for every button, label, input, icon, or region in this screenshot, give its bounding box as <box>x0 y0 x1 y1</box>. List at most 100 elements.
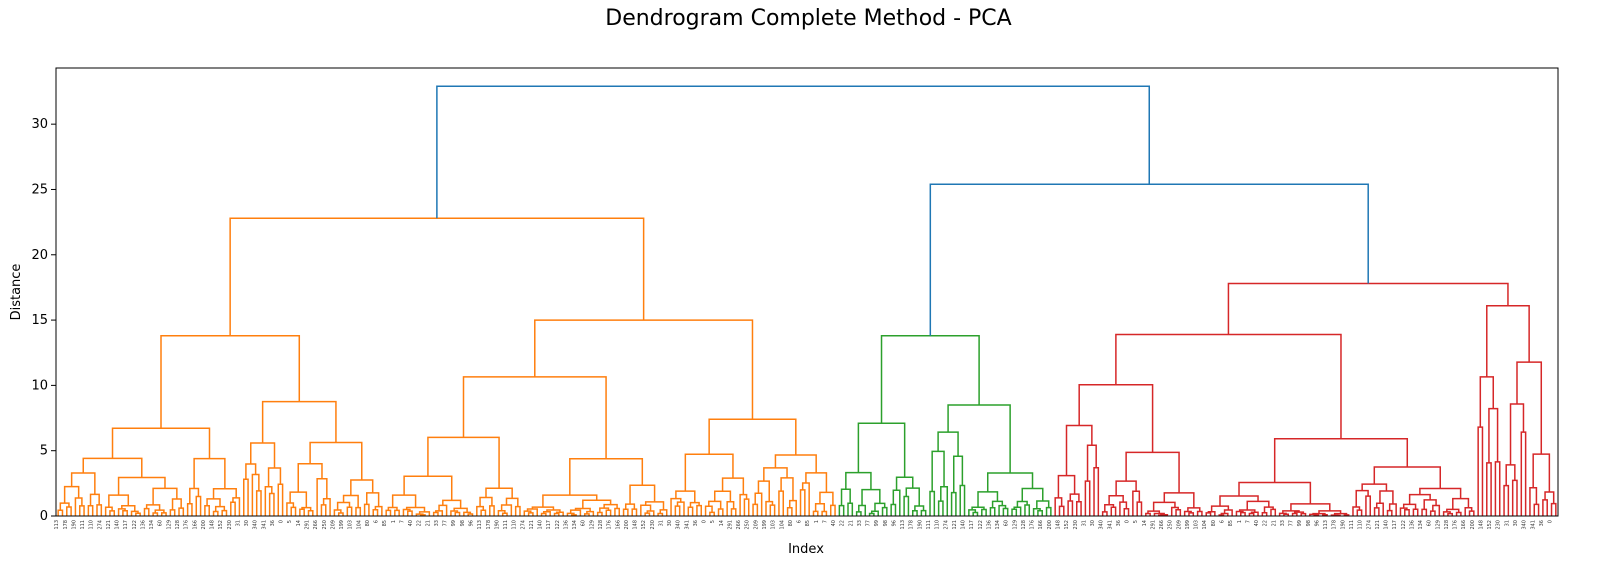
leaf-label-286: 77 <box>1289 520 1295 526</box>
dendrogram-link-345 <box>929 183 1369 336</box>
dendrogram-link-234 <box>1057 474 1076 498</box>
dendrogram-link-12 <box>122 509 128 516</box>
leaf-label-12: 121 <box>106 520 112 530</box>
dendrogram-link-191 <box>890 503 897 516</box>
dendrogram-link-308 <box>1412 508 1419 516</box>
dendrogram-link-237 <box>1086 444 1097 482</box>
leaf-label-94: 98 <box>460 520 466 526</box>
leaf-label-206: 274 <box>943 520 949 530</box>
leaf-label-266: 104 <box>1202 520 1208 530</box>
dendrogram-link-26 <box>152 487 178 505</box>
leaf-label-284: 33 <box>1280 520 1286 526</box>
leaf-label-190: 99 <box>874 520 880 526</box>
dendrogram-link-38 <box>232 497 241 516</box>
dendrogram-link-70 <box>366 492 380 507</box>
leaf-label-338: 30 <box>1513 520 1519 526</box>
leaf-label-216: 136 <box>986 520 992 530</box>
dendrogram-link-156 <box>721 477 745 495</box>
dendrogram-link-268 <box>1210 505 1230 512</box>
dendrogram-link-167 <box>763 467 788 482</box>
dendrogram-link-166 <box>780 477 794 501</box>
leaf-label-18: 122 <box>132 520 138 530</box>
dendrogram-link-279 <box>1283 513 1289 516</box>
dendrogram-link-318 <box>1446 508 1460 513</box>
leaf-label-282: 21 <box>1271 520 1277 526</box>
dendrogram-link-8 <box>89 493 100 506</box>
dendrogram-link-331 <box>1503 484 1510 516</box>
dendrogram-link-0 <box>57 509 64 516</box>
dendrogram-link-311 <box>1429 510 1436 516</box>
dendrogram-link-96 <box>476 505 485 516</box>
leaf-label-204: 110 <box>935 520 941 530</box>
dendrogram-link-236 <box>1093 466 1100 516</box>
dendrogram-link-247 <box>1115 480 1137 496</box>
dendrogram-link-94 <box>403 475 453 501</box>
leaf-label-260: 209 <box>1176 520 1182 530</box>
dendrogram-link-150 <box>708 500 722 510</box>
dendrogram-link-248 <box>1145 512 1151 516</box>
dendrogram-link-48 <box>277 483 284 516</box>
leaf-label-152: 5 <box>710 520 716 523</box>
dendrogram-link-39 <box>212 487 237 499</box>
dendrogram-link-114 <box>531 506 555 511</box>
dendrogram-link-328 <box>1494 461 1501 516</box>
dendrogram-link-111 <box>553 512 560 516</box>
dendrogram-link-58 <box>322 497 331 516</box>
dendrogram-link-24 <box>178 507 185 516</box>
dendrogram-link-240 <box>1110 506 1117 516</box>
dendrogram-link-181 <box>847 502 854 516</box>
dendrogram-link-139 <box>462 376 607 459</box>
leaf-label-180: 40 <box>831 520 837 526</box>
leaf-label-90: 77 <box>443 520 449 526</box>
dendrogram-link-184 <box>858 504 867 516</box>
leaf-label-6: 111 <box>80 520 86 530</box>
dendrogram-link-129 <box>631 508 638 516</box>
leaf-label-166: 103 <box>771 520 777 530</box>
dendrogram-link-260 <box>1163 492 1195 508</box>
leaf-label-226: 176 <box>1030 520 1036 530</box>
dendrogram-link-41 <box>111 427 211 459</box>
dendrogram-link-141 <box>676 501 685 516</box>
leaf-label-160: 250 <box>745 520 751 530</box>
dendrogram-link-194 <box>911 510 918 516</box>
leaf-label-4: 190 <box>71 520 77 530</box>
leaf-label-186: 33 <box>857 520 863 526</box>
dendrogram-link-334 <box>1520 431 1527 516</box>
dendrogram-link-60 <box>297 462 323 493</box>
leaf-label-144: 340 <box>676 520 682 530</box>
leaf-label-48: 341 <box>261 520 267 530</box>
dendrogram-link-163 <box>778 490 785 516</box>
dendrogram-link-193 <box>903 495 910 516</box>
dendrogram-link-219 <box>1024 504 1031 516</box>
dendrogram-link-67 <box>363 503 370 516</box>
dendrogram-link-162 <box>757 480 770 502</box>
dendrogram-link-140 <box>674 505 681 516</box>
dendrogram-link-225 <box>1021 487 1044 502</box>
dendrogram-link-91 <box>463 511 472 516</box>
dendrogram-link-263 <box>1205 512 1212 516</box>
leaf-label-310: 117 <box>1392 520 1398 530</box>
dendrogram-link-176 <box>774 454 817 473</box>
plot-frame <box>55 67 1559 517</box>
dendrogram-link-336 <box>1533 503 1540 516</box>
dendrogram-link-35 <box>214 505 226 512</box>
dendrogram-link-28 <box>82 457 143 478</box>
dendrogram-link-262 <box>1078 383 1154 453</box>
leaf-label-210: 140 <box>961 520 967 530</box>
dendrogram-link-228 <box>880 335 980 424</box>
leaf-label-120: 134 <box>572 520 578 530</box>
leaf-label-146: 341 <box>684 520 690 530</box>
leaf-label-68: 103 <box>348 520 354 530</box>
dendrogram-link-22 <box>145 504 161 511</box>
dendrogram-link-69 <box>374 505 383 516</box>
leaf-label-294: 113 <box>1323 520 1329 530</box>
dendrogram-link-241 <box>1104 503 1115 512</box>
leaf-label-198: 178 <box>909 520 915 530</box>
dendrogram-link-250 <box>1160 514 1169 516</box>
y-tick-label-0: 0 <box>40 509 48 524</box>
dendrogram-link-128 <box>622 508 629 516</box>
dendrogram-link-110 <box>542 511 551 516</box>
dendrogram-link-33 <box>212 510 219 516</box>
leaf-label-228: 166 <box>1038 520 1044 530</box>
dendrogram-link-74 <box>160 335 301 429</box>
